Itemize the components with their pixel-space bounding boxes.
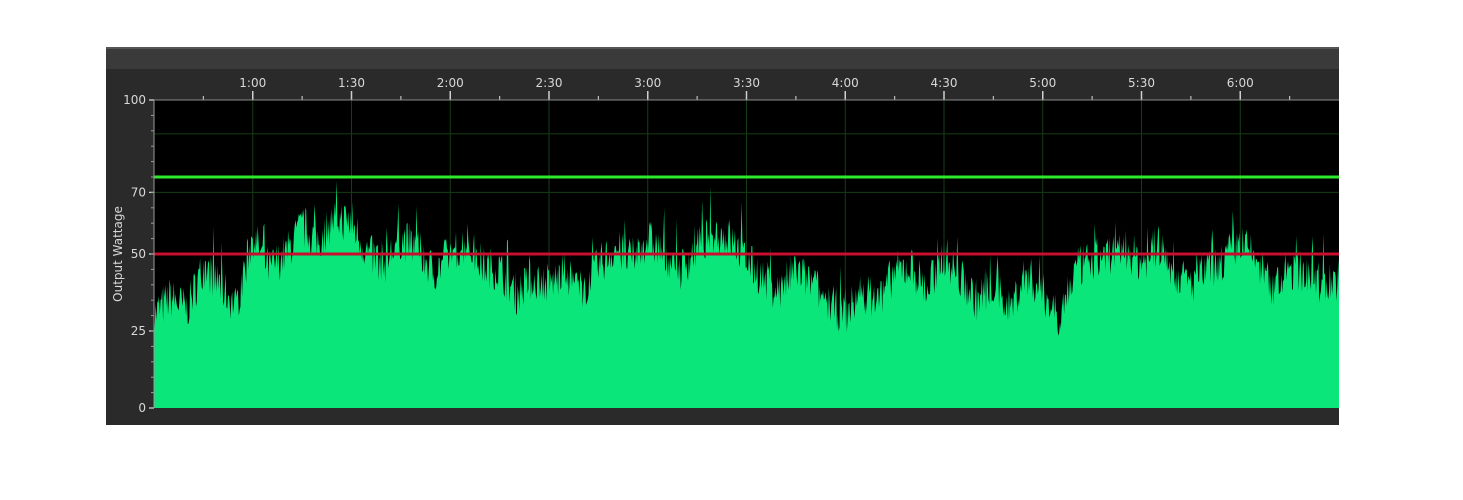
toolbar-strip	[106, 47, 1339, 69]
y-tick-label: 0	[138, 401, 146, 415]
y-axis: 0 25 50 70 100	[123, 93, 155, 415]
x-tick-label: 5:00	[1029, 76, 1056, 90]
x-tick-label: 1:00	[239, 76, 266, 90]
x-tick-label: 5:30	[1128, 76, 1155, 90]
wattage-area	[154, 180, 1339, 408]
x-tick-label: 1:30	[338, 76, 365, 90]
x-tick-label: 3:30	[733, 76, 760, 90]
y-tick-label: 100	[123, 93, 146, 107]
chart: 1:00 1:30 2:00 2:30 3:00 3:30 4:00 4:30 5:00 5:30…	[106, 47, 1339, 415]
x-tick-label: 3:00	[634, 76, 661, 90]
x-tick-label: 4:30	[931, 76, 958, 90]
toolbar-divider	[106, 47, 1339, 49]
x-tick-label: 2:30	[536, 76, 563, 90]
chart-panel: 1:00 1:30 2:00 2:30 3:00 3:30 4:00 4:30 5:00 5:30…	[106, 47, 1339, 425]
y-tick-label: 70	[131, 185, 146, 199]
x-tick-label: 4:00	[832, 76, 859, 90]
y-tick-label: 25	[131, 324, 146, 338]
x-tick-label: 2:00	[437, 76, 464, 90]
y-tick-label: 50	[131, 247, 146, 261]
y-axis-title: Output Wattage	[111, 206, 125, 302]
x-axis: 1:00 1:30 2:00 2:30 3:00 3:30 4:00 4:30 5:00 5:30…	[154, 76, 1339, 101]
reference-lines	[154, 175, 1339, 256]
x-tick-label: 6:00	[1227, 76, 1254, 90]
